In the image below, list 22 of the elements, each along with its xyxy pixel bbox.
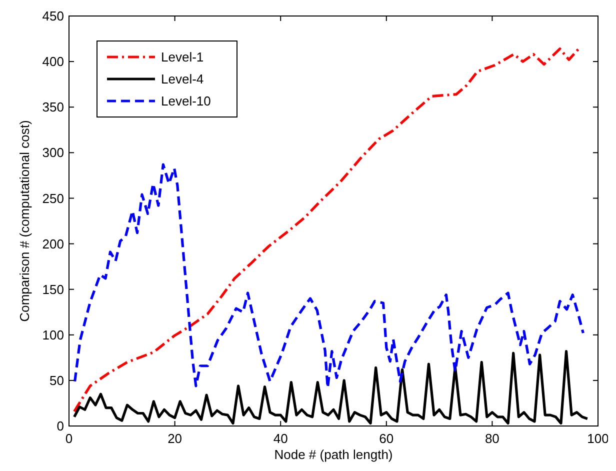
y-tick-label: 200 [42,236,64,252]
y-tick-label: 150 [42,282,64,297]
x-tick-label: 100 [587,431,609,446]
line-series [72,46,581,413]
x-tick-label: 40 [273,431,288,446]
y-tick-label: 0 [56,418,64,434]
y-axis-title: Comparison # (computational cost) [17,120,32,322]
y-tick-label: 300 [42,145,64,160]
y-tick-label: 50 [50,372,64,388]
x-axis-title: Node # (path length) [274,447,393,462]
y-tick-label: 250 [42,190,64,206]
y-tick-label: 100 [42,327,64,342]
line-series [74,163,584,390]
legend-label: Level-10 [161,94,211,109]
legend-label: Level-1 [161,50,204,65]
y-tick-label: 450 [42,8,64,24]
x-tick-label: 80 [484,431,500,446]
legend-label: Level-4 [161,72,204,87]
x-tick-label: 20 [168,431,182,446]
x-tick-label: 60 [379,431,394,446]
y-tick-label: 400 [42,54,64,70]
y-tick-label: 350 [42,100,64,115]
